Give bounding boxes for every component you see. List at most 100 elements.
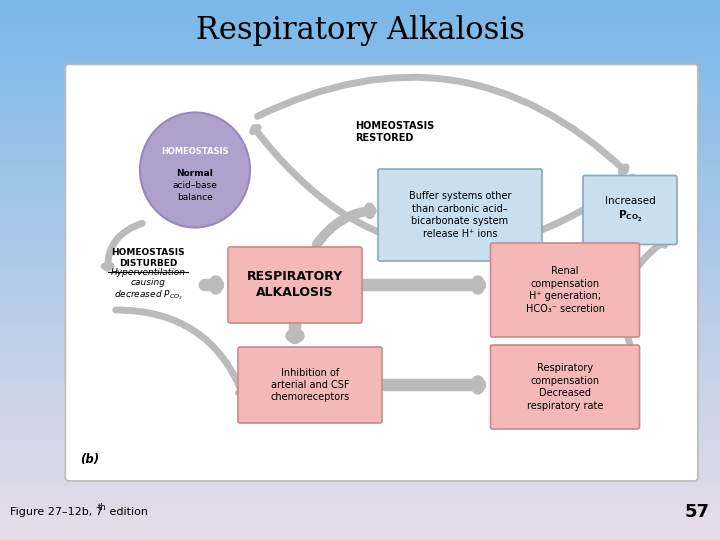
- Bar: [0, 313, 720, 319]
- Bar: [0, 297, 720, 302]
- Bar: [0, 502, 720, 508]
- Bar: [0, 459, 720, 464]
- Bar: [0, 86, 720, 92]
- Bar: [0, 76, 720, 81]
- Bar: [0, 140, 720, 146]
- Bar: [0, 491, 720, 497]
- Bar: [0, 400, 720, 405]
- Bar: [0, 481, 720, 486]
- Text: HOMEOSTASIS: HOMEOSTASIS: [161, 147, 229, 157]
- Bar: [0, 146, 720, 151]
- Bar: [0, 5, 720, 11]
- Bar: [0, 243, 720, 248]
- Text: Renal
compensation
H⁺ generation;
HCO₃⁻ secretion: Renal compensation H⁺ generation; HCO₃⁻ …: [526, 266, 605, 314]
- Bar: [0, 427, 720, 432]
- Text: balance: balance: [177, 192, 213, 201]
- Bar: [0, 259, 720, 265]
- Bar: [0, 308, 720, 313]
- Bar: [0, 346, 720, 351]
- Bar: [0, 194, 720, 200]
- Bar: [0, 205, 720, 211]
- Bar: [0, 373, 720, 378]
- Bar: [0, 54, 720, 59]
- Text: acid–base: acid–base: [173, 181, 217, 191]
- Bar: [0, 43, 720, 49]
- Bar: [0, 410, 720, 416]
- Bar: [0, 113, 720, 119]
- Bar: [0, 211, 720, 216]
- Bar: [0, 32, 720, 38]
- Bar: [0, 432, 720, 437]
- Text: Hyperventilation
causing
decreased $P_{CO_2}$: Hyperventilation causing decreased $P_{C…: [110, 268, 186, 302]
- Bar: [0, 238, 720, 243]
- Bar: [0, 178, 720, 184]
- Bar: [0, 22, 720, 27]
- Bar: [0, 486, 720, 491]
- Bar: [0, 227, 720, 232]
- Bar: [0, 0, 720, 5]
- Bar: [0, 221, 720, 227]
- Bar: [0, 329, 720, 335]
- FancyBboxPatch shape: [238, 347, 382, 423]
- FancyBboxPatch shape: [228, 247, 362, 323]
- Bar: [0, 464, 720, 470]
- Bar: [0, 535, 720, 540]
- Bar: [0, 292, 720, 297]
- Bar: [0, 27, 720, 32]
- FancyBboxPatch shape: [66, 64, 698, 481]
- Bar: [0, 151, 720, 157]
- Bar: [0, 124, 720, 130]
- Bar: [0, 59, 720, 65]
- Bar: [0, 302, 720, 308]
- Bar: [0, 475, 720, 481]
- Bar: [0, 119, 720, 124]
- Bar: [0, 157, 720, 162]
- Bar: [0, 416, 720, 421]
- Text: HOMEOSTASIS
DISTURBED: HOMEOSTASIS DISTURBED: [111, 248, 185, 268]
- Text: Respiratory
compensation
Decreased
respiratory rate: Respiratory compensation Decreased respi…: [527, 363, 603, 410]
- Bar: [0, 81, 720, 86]
- Text: 57: 57: [685, 503, 710, 521]
- Bar: [0, 518, 720, 524]
- Text: Figure 27–12b, 7: Figure 27–12b, 7: [10, 507, 103, 517]
- Bar: [0, 167, 720, 173]
- Bar: [0, 340, 720, 346]
- Bar: [0, 200, 720, 205]
- Bar: [0, 103, 720, 108]
- Bar: [0, 319, 720, 324]
- Bar: [0, 65, 720, 70]
- Bar: [0, 470, 720, 475]
- Bar: [0, 232, 720, 238]
- Text: Respiratory Alkalosis: Respiratory Alkalosis: [196, 15, 524, 45]
- Bar: [0, 162, 720, 167]
- Bar: [0, 248, 720, 254]
- Text: Normal: Normal: [176, 170, 213, 179]
- Bar: [0, 421, 720, 427]
- Bar: [0, 108, 720, 113]
- Text: (b): (b): [81, 454, 99, 467]
- Bar: [0, 367, 720, 373]
- Bar: [0, 405, 720, 410]
- Bar: [0, 281, 720, 286]
- Bar: [0, 389, 720, 394]
- FancyBboxPatch shape: [583, 176, 677, 245]
- Bar: [0, 324, 720, 329]
- Text: th: th: [98, 503, 107, 511]
- Bar: [0, 378, 720, 383]
- Bar: [0, 529, 720, 535]
- Bar: [0, 130, 720, 135]
- Text: RESPIRATORY
ALKALOSIS: RESPIRATORY ALKALOSIS: [247, 271, 343, 300]
- Text: Increased
$\mathbf{P_{CO_2}}$: Increased $\mathbf{P_{CO_2}}$: [605, 196, 655, 224]
- Bar: [0, 275, 720, 281]
- Bar: [0, 11, 720, 16]
- Bar: [0, 16, 720, 22]
- Bar: [0, 513, 720, 518]
- Bar: [0, 454, 720, 459]
- Bar: [0, 524, 720, 529]
- Bar: [0, 286, 720, 292]
- Bar: [0, 173, 720, 178]
- Bar: [0, 135, 720, 140]
- Bar: [0, 356, 720, 362]
- Bar: [0, 270, 720, 275]
- Text: edition: edition: [106, 507, 148, 517]
